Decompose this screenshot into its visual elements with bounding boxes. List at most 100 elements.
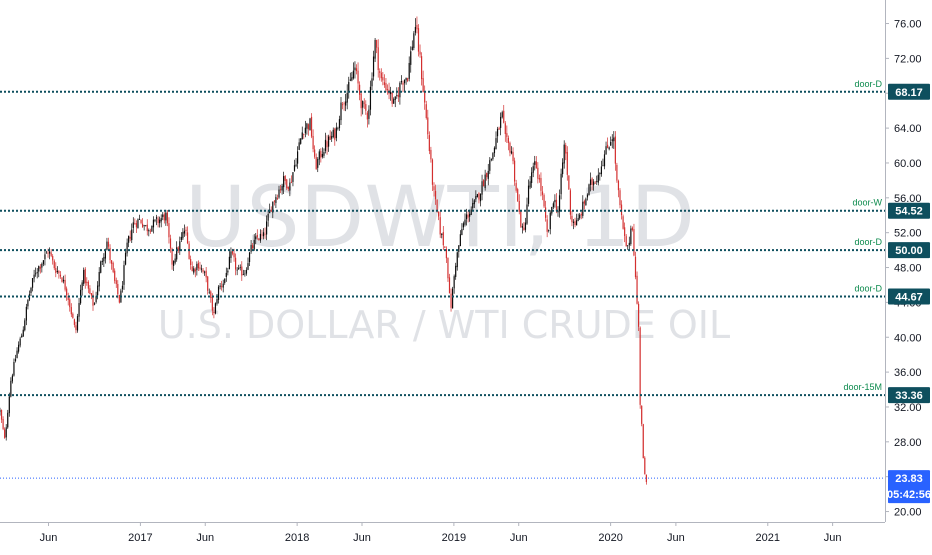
candle-body bbox=[204, 271, 206, 273]
candle-body bbox=[129, 236, 131, 239]
candle-body bbox=[64, 279, 66, 290]
candle-body bbox=[101, 260, 103, 262]
candle-body bbox=[298, 142, 300, 150]
candle-body bbox=[642, 424, 644, 459]
candle-body bbox=[5, 427, 7, 438]
candle-body bbox=[586, 194, 589, 198]
candle-body bbox=[338, 119, 341, 129]
candle-body bbox=[111, 260, 113, 264]
candle-body bbox=[199, 267, 201, 269]
candle-body bbox=[408, 62, 410, 79]
candle-body bbox=[576, 220, 578, 226]
candle-body bbox=[163, 214, 165, 221]
candle-body bbox=[346, 92, 348, 103]
candle-body bbox=[472, 202, 474, 209]
time-tick-label: 2017 bbox=[128, 532, 152, 544]
time-tick-label: Jun bbox=[353, 532, 371, 544]
candle-body bbox=[349, 79, 351, 81]
price-tick-label: 36.00 bbox=[894, 367, 922, 379]
candle-body bbox=[476, 194, 478, 198]
candle-body bbox=[255, 236, 257, 240]
level-price-badge bbox=[888, 83, 930, 100]
candle-body bbox=[278, 189, 280, 198]
candle-body bbox=[641, 405, 643, 424]
candle-body bbox=[541, 191, 544, 195]
price-tick-label: 52.00 bbox=[894, 228, 922, 240]
candle-body bbox=[571, 215, 573, 223]
candle-body bbox=[563, 144, 565, 164]
candle-body bbox=[531, 172, 533, 183]
candle-body bbox=[566, 152, 568, 175]
candle-body bbox=[433, 186, 435, 191]
candle-body bbox=[337, 128, 339, 130]
candle-body bbox=[396, 95, 398, 96]
candle-body bbox=[630, 228, 632, 245]
candle-body bbox=[332, 129, 334, 137]
candle-body bbox=[114, 270, 116, 281]
candle-body bbox=[391, 92, 393, 104]
price-tick-label: 64.00 bbox=[894, 123, 922, 135]
candle-body bbox=[385, 82, 387, 91]
candle-body bbox=[281, 185, 283, 191]
candle-body bbox=[644, 457, 646, 475]
candle-body bbox=[49, 251, 51, 254]
candle-body bbox=[76, 316, 79, 331]
candle-body bbox=[66, 288, 68, 296]
candle-body bbox=[320, 151, 322, 158]
candle-body bbox=[645, 474, 647, 483]
candle-body bbox=[208, 291, 210, 293]
candle-body bbox=[109, 247, 111, 261]
candle-body bbox=[304, 127, 306, 134]
candle-body bbox=[568, 175, 570, 190]
candle-body bbox=[151, 225, 153, 232]
candle-body bbox=[286, 179, 288, 189]
candle-body bbox=[273, 200, 275, 202]
candle-body bbox=[169, 238, 172, 249]
candle-body bbox=[407, 78, 409, 81]
candle-body bbox=[25, 306, 27, 321]
candle-body bbox=[236, 269, 238, 271]
candle-body bbox=[81, 282, 83, 291]
candle-body bbox=[135, 223, 137, 228]
candle-body bbox=[10, 380, 12, 397]
candle-body bbox=[417, 28, 420, 52]
candle-body bbox=[242, 274, 244, 276]
candle-body bbox=[186, 232, 189, 244]
candle-body bbox=[335, 127, 337, 139]
candle-body bbox=[134, 223, 136, 225]
candle-body bbox=[591, 178, 593, 185]
time-tick-label: Jun bbox=[510, 532, 528, 544]
candle-body bbox=[340, 102, 342, 121]
candle-body bbox=[176, 247, 178, 260]
candle-body bbox=[174, 258, 176, 263]
candle-body bbox=[67, 295, 69, 301]
price-tick-label: 28.00 bbox=[894, 437, 922, 449]
candle-body bbox=[438, 211, 440, 217]
candle-body bbox=[354, 67, 356, 71]
candle-body bbox=[213, 311, 215, 313]
watermark-description: U.S. DOLLAR / WTI CRUDE OIL bbox=[158, 303, 730, 347]
candle-body bbox=[73, 319, 75, 325]
candle-body bbox=[610, 141, 612, 146]
candle-body bbox=[413, 33, 415, 48]
candle-body bbox=[341, 104, 344, 106]
candle-body bbox=[639, 327, 641, 405]
candle-body bbox=[597, 174, 599, 183]
candle-body bbox=[143, 225, 145, 226]
candle-body bbox=[180, 236, 182, 240]
candle-body bbox=[442, 232, 444, 246]
candle-body bbox=[182, 232, 184, 239]
candle-body bbox=[283, 176, 285, 188]
candle-body bbox=[69, 299, 71, 308]
candle-body bbox=[492, 153, 494, 160]
candle-body bbox=[605, 146, 607, 155]
candle-body bbox=[390, 91, 392, 95]
candle-body bbox=[501, 112, 503, 118]
candle-body bbox=[470, 209, 472, 215]
candle-body bbox=[72, 313, 74, 319]
candle-body bbox=[4, 429, 6, 438]
candle-body bbox=[11, 375, 13, 382]
candle-body bbox=[400, 80, 403, 83]
